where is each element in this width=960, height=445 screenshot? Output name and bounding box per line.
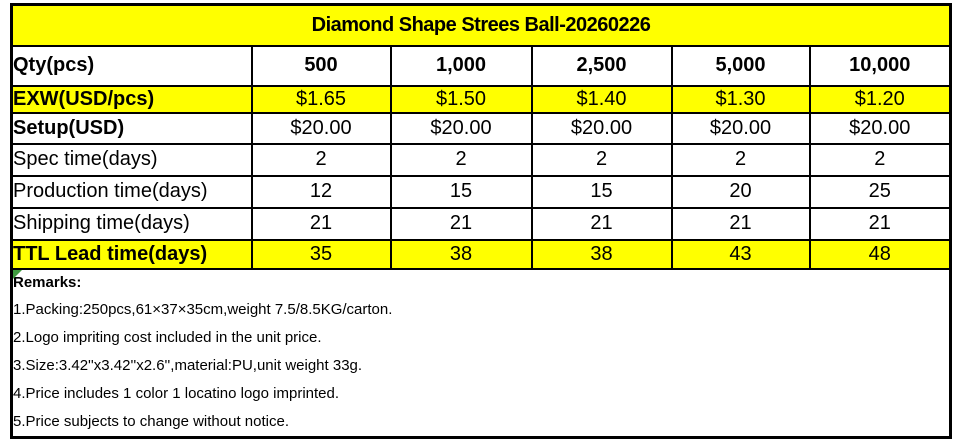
shipping-time: 21	[808, 206, 952, 241]
setup-cost: $20.00	[808, 111, 952, 145]
exw-price: $1.20	[808, 84, 952, 114]
exw-price: $1.65	[250, 84, 392, 114]
row-label-qty: Qty(pcs)	[10, 44, 253, 87]
remark-line-price-change: 5.Price subjects to change without notic…	[13, 412, 289, 430]
row-label-ttl-lead-time: TTL Lead time(days)	[10, 238, 253, 270]
shipping-time: 21	[250, 206, 392, 241]
price-table: Diamond Shape Strees Ball-20260226 Qty(p…	[10, 3, 953, 439]
spec-time: 2	[670, 142, 811, 177]
shipping-time: 21	[530, 206, 673, 241]
qty-value: 2,500	[530, 44, 673, 87]
table-row-exw: EXW(USD/pcs) $1.65 $1.50 $1.40 $1.30 $1.…	[10, 84, 952, 114]
ttl-lead-time: 38	[530, 238, 673, 270]
spec-time: 2	[530, 142, 673, 177]
row-label-shipping-time: Shipping time(days)	[10, 206, 253, 241]
production-time: 20	[670, 174, 811, 209]
spec-time: 2	[250, 142, 392, 177]
exw-price: $1.40	[530, 84, 673, 114]
shipping-time: 21	[389, 206, 533, 241]
remark-line-size: 3.Size:3.42''x3.42''x2.6'',material:PU,u…	[13, 356, 363, 374]
setup-cost: $20.00	[389, 111, 533, 145]
production-time: 25	[808, 174, 952, 209]
row-label-spec-time: Spec time(days)	[10, 142, 253, 177]
production-time: 15	[389, 174, 533, 209]
qty-value: 10,000	[808, 44, 952, 87]
table-row-shipping-time: Shipping time(days) 21 21 21 21 21	[10, 206, 952, 241]
spec-time: 2	[808, 142, 952, 177]
table-row-spec-time: Spec time(days) 2 2 2 2 2	[10, 142, 952, 177]
table-row-setup: Setup(USD) $20.00 $20.00 $20.00 $20.00 $…	[10, 111, 952, 145]
row-label-exw: EXW(USD/pcs)	[10, 84, 253, 114]
exw-price: $1.30	[670, 84, 811, 114]
ttl-lead-time: 43	[670, 238, 811, 270]
table-row-qty: Qty(pcs) 500 1,000 2,500 5,000 10,000	[10, 44, 952, 87]
production-time: 15	[530, 174, 673, 209]
setup-cost: $20.00	[250, 111, 392, 145]
remark-line-packing: 1.Packing:250pcs,61×37×35cm,weight 7.5/8…	[13, 300, 393, 318]
ttl-lead-time: 38	[389, 238, 533, 270]
setup-cost: $20.00	[670, 111, 811, 145]
production-time: 12	[250, 174, 392, 209]
remarks-row: Remarks: 1.Packing:250pcs,61×37×35cm,wei…	[10, 267, 952, 439]
qty-value: 5,000	[670, 44, 811, 87]
remarks-cell: Remarks: 1.Packing:250pcs,61×37×35cm,wei…	[10, 267, 952, 439]
remark-line-price-includes: 4.Price includes 1 color 1 locatino logo…	[13, 384, 340, 402]
exw-price: $1.50	[389, 84, 533, 114]
row-label-setup: Setup(USD)	[10, 111, 253, 145]
remarks-heading: Remarks:	[13, 273, 82, 291]
shipping-time: 21	[670, 206, 811, 241]
table-row-ttl-lead-time: TTL Lead time(days) 35 38 38 43 48	[10, 238, 952, 270]
qty-value: 1,000	[389, 44, 533, 87]
setup-cost: $20.00	[530, 111, 673, 145]
ttl-lead-time: 48	[808, 238, 952, 270]
qty-value: 500	[250, 44, 392, 87]
cell-error-indicator-icon	[13, 270, 22, 279]
title-row: Diamond Shape Strees Ball-20260226	[10, 3, 952, 47]
spec-time: 2	[389, 142, 533, 177]
row-label-production-time: Production time(days)	[10, 174, 253, 209]
ttl-lead-time: 35	[250, 238, 392, 270]
remark-line-logo-cost: 2.Logo impriting cost included in the un…	[13, 328, 322, 346]
table-row-production-time: Production time(days) 12 15 15 20 25	[10, 174, 952, 209]
page-title: Diamond Shape Strees Ball-20260226	[10, 3, 952, 47]
